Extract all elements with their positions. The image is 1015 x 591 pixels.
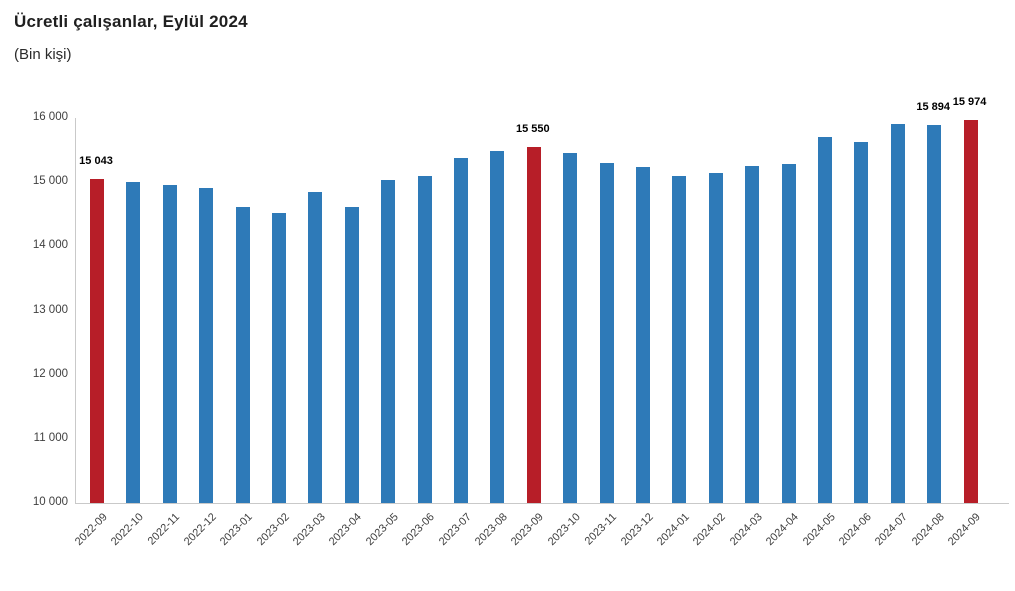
- bar-2024-06: [854, 142, 869, 503]
- bar-2022-10: [126, 181, 141, 503]
- x-tick-label-2024-06: 2024-06: [836, 511, 874, 549]
- x-tick-label-2024-05: 2024-05: [800, 511, 838, 549]
- x-tick-label-2023-12: 2023-12: [618, 511, 656, 549]
- x-tick-label-2023-08: 2023-08: [472, 511, 510, 549]
- x-tick-label-2022-09: 2022-09: [72, 511, 110, 549]
- bar-2023-08: [490, 151, 505, 503]
- bar-2023-12: [636, 166, 650, 503]
- bar-2023-03: [308, 192, 323, 503]
- bar-2022-09: [90, 179, 104, 503]
- bar-2024-01: [672, 176, 687, 503]
- x-tick-label-2024-09: 2024-09: [946, 511, 984, 549]
- x-tick-label-2024-04: 2024-04: [764, 511, 802, 549]
- x-tick-label-2023-07: 2023-07: [436, 511, 474, 549]
- bar-2022-11: [162, 184, 177, 503]
- x-tick-label-2023-01: 2023-01: [218, 511, 256, 549]
- y-tick-label-10000: 10 000: [32, 496, 68, 508]
- data-label-2022-09: 15 043: [79, 155, 113, 168]
- bar-2024-05: [818, 137, 832, 503]
- chart-subtitle: (Bin kişi): [14, 46, 72, 63]
- x-tick-label-2023-10: 2023-10: [545, 511, 583, 549]
- data-label-2024-08: 15 894: [916, 100, 951, 113]
- bar-2023-05: [381, 180, 396, 503]
- x-tick-label-2024-02: 2024-02: [691, 511, 729, 549]
- y-tick-label-14000: 14 000: [32, 239, 68, 252]
- bar-2023-01: [235, 207, 250, 503]
- bar-2024-04: [781, 164, 796, 503]
- x-tick-label-2024-03: 2024-03: [727, 511, 765, 549]
- x-tick-label-2023-03: 2023-03: [290, 511, 328, 549]
- plot-area: [75, 118, 1009, 504]
- bar-2023-10: [563, 153, 578, 503]
- data-label-2023-09: 15 550: [515, 122, 550, 135]
- bar-2024-03: [745, 166, 760, 503]
- y-tick-label-11000: 11 000: [33, 431, 68, 444]
- x-tick-label-2023-05: 2023-05: [363, 511, 401, 549]
- data-label-2024-09: 15 974: [952, 95, 987, 108]
- x-tick-label-2022-10: 2022-10: [108, 511, 146, 549]
- chart-title: Ücretli çalışanlar, Eylül 2024: [14, 12, 248, 31]
- bar-2023-11: [599, 162, 614, 503]
- x-tick-label-2023-11: 2023-11: [582, 511, 620, 548]
- bar-2023-02: [272, 212, 286, 503]
- bar-2024-08: [927, 124, 942, 503]
- y-tick-label-13000: 13 000: [32, 303, 68, 316]
- bar-2024-02: [708, 173, 723, 503]
- x-tick-label-2023-04: 2023-04: [327, 511, 365, 549]
- bar-2024-07: [890, 123, 905, 503]
- x-tick-label-2023-09: 2023-09: [509, 511, 547, 549]
- x-tick-label-2024-08: 2024-08: [909, 511, 947, 549]
- x-tick-label-2023-02: 2023-02: [254, 511, 292, 549]
- y-tick-label-15000: 15 000: [32, 175, 68, 188]
- bar-2023-06: [417, 176, 432, 503]
- y-tick-label-16000: 16 000: [32, 111, 68, 123]
- bar-2023-07: [454, 158, 468, 503]
- bar-2022-12: [199, 187, 214, 503]
- x-tick-label-2022-11: 2022-11: [145, 511, 183, 548]
- x-tick-label-2024-01: 2024-01: [654, 511, 692, 549]
- bar-2023-04: [344, 207, 359, 503]
- x-tick-label-2023-06: 2023-06: [400, 511, 438, 549]
- bar-2024-09: [963, 119, 978, 503]
- y-tick-label-12000: 12 000: [32, 367, 68, 380]
- x-tick-label-2022-12: 2022-12: [181, 511, 219, 549]
- x-tick-label-2024-07: 2024-07: [873, 511, 911, 549]
- bar-2023-09: [526, 146, 541, 503]
